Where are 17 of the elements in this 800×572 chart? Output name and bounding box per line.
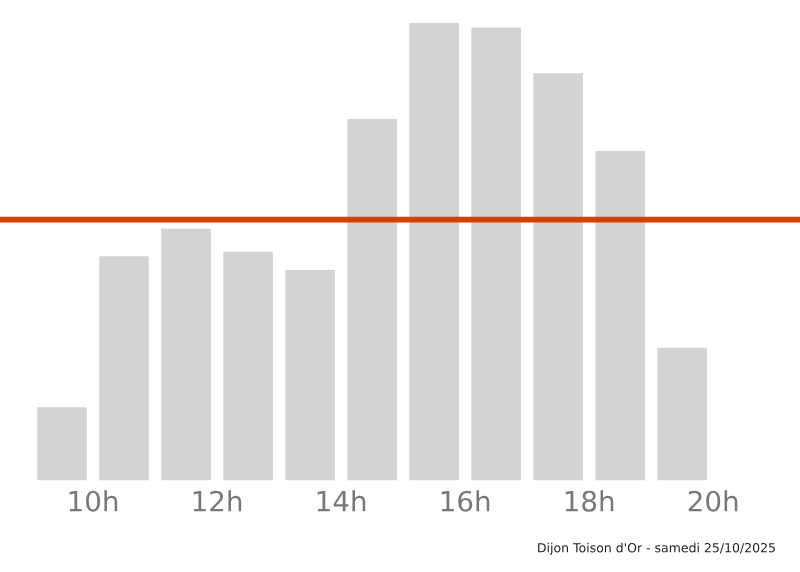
bar — [533, 73, 583, 481]
x-tick-label: 16h — [441, 490, 490, 512]
bar — [223, 251, 273, 481]
x-tick-label: 18h — [565, 490, 614, 512]
bar — [37, 407, 87, 481]
bar — [99, 256, 149, 481]
bar — [595, 151, 645, 481]
x-tick-label: 12h — [193, 490, 242, 512]
bar — [161, 228, 211, 481]
x-tick-label: 20h — [688, 490, 738, 512]
x-tick-label: 10h — [69, 490, 118, 512]
bar — [347, 118, 397, 481]
bar — [409, 22, 459, 481]
bar — [285, 269, 335, 481]
bar — [471, 27, 521, 481]
x-tick-label: 14h — [317, 490, 366, 512]
bar — [657, 347, 707, 481]
